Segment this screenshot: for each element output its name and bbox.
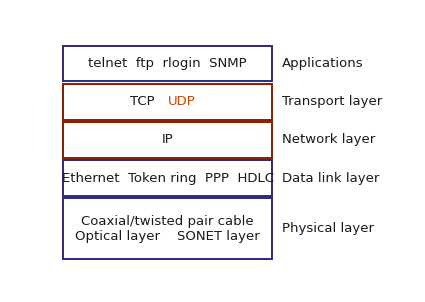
FancyBboxPatch shape <box>63 122 272 158</box>
Text: Network layer: Network layer <box>282 133 375 146</box>
Text: Applications: Applications <box>282 57 364 70</box>
Text: Transport layer: Transport layer <box>282 95 382 108</box>
Text: Physical layer: Physical layer <box>282 223 374 236</box>
Text: TCP: TCP <box>130 95 167 108</box>
Text: UDP: UDP <box>167 95 196 108</box>
FancyBboxPatch shape <box>63 160 272 196</box>
FancyBboxPatch shape <box>63 46 272 82</box>
Text: Ethernet  Token ring  PPP  HDLC: Ethernet Token ring PPP HDLC <box>62 172 274 185</box>
FancyBboxPatch shape <box>63 198 272 259</box>
Text: Data link layer: Data link layer <box>282 172 380 185</box>
FancyBboxPatch shape <box>63 84 272 120</box>
Text: IP: IP <box>162 133 173 146</box>
Text: telnet  ftp  rlogin  SNMP: telnet ftp rlogin SNMP <box>88 57 247 70</box>
Text: Coaxial/twisted pair cable
Optical layer    SONET layer: Coaxial/twisted pair cable Optical layer… <box>75 215 260 243</box>
